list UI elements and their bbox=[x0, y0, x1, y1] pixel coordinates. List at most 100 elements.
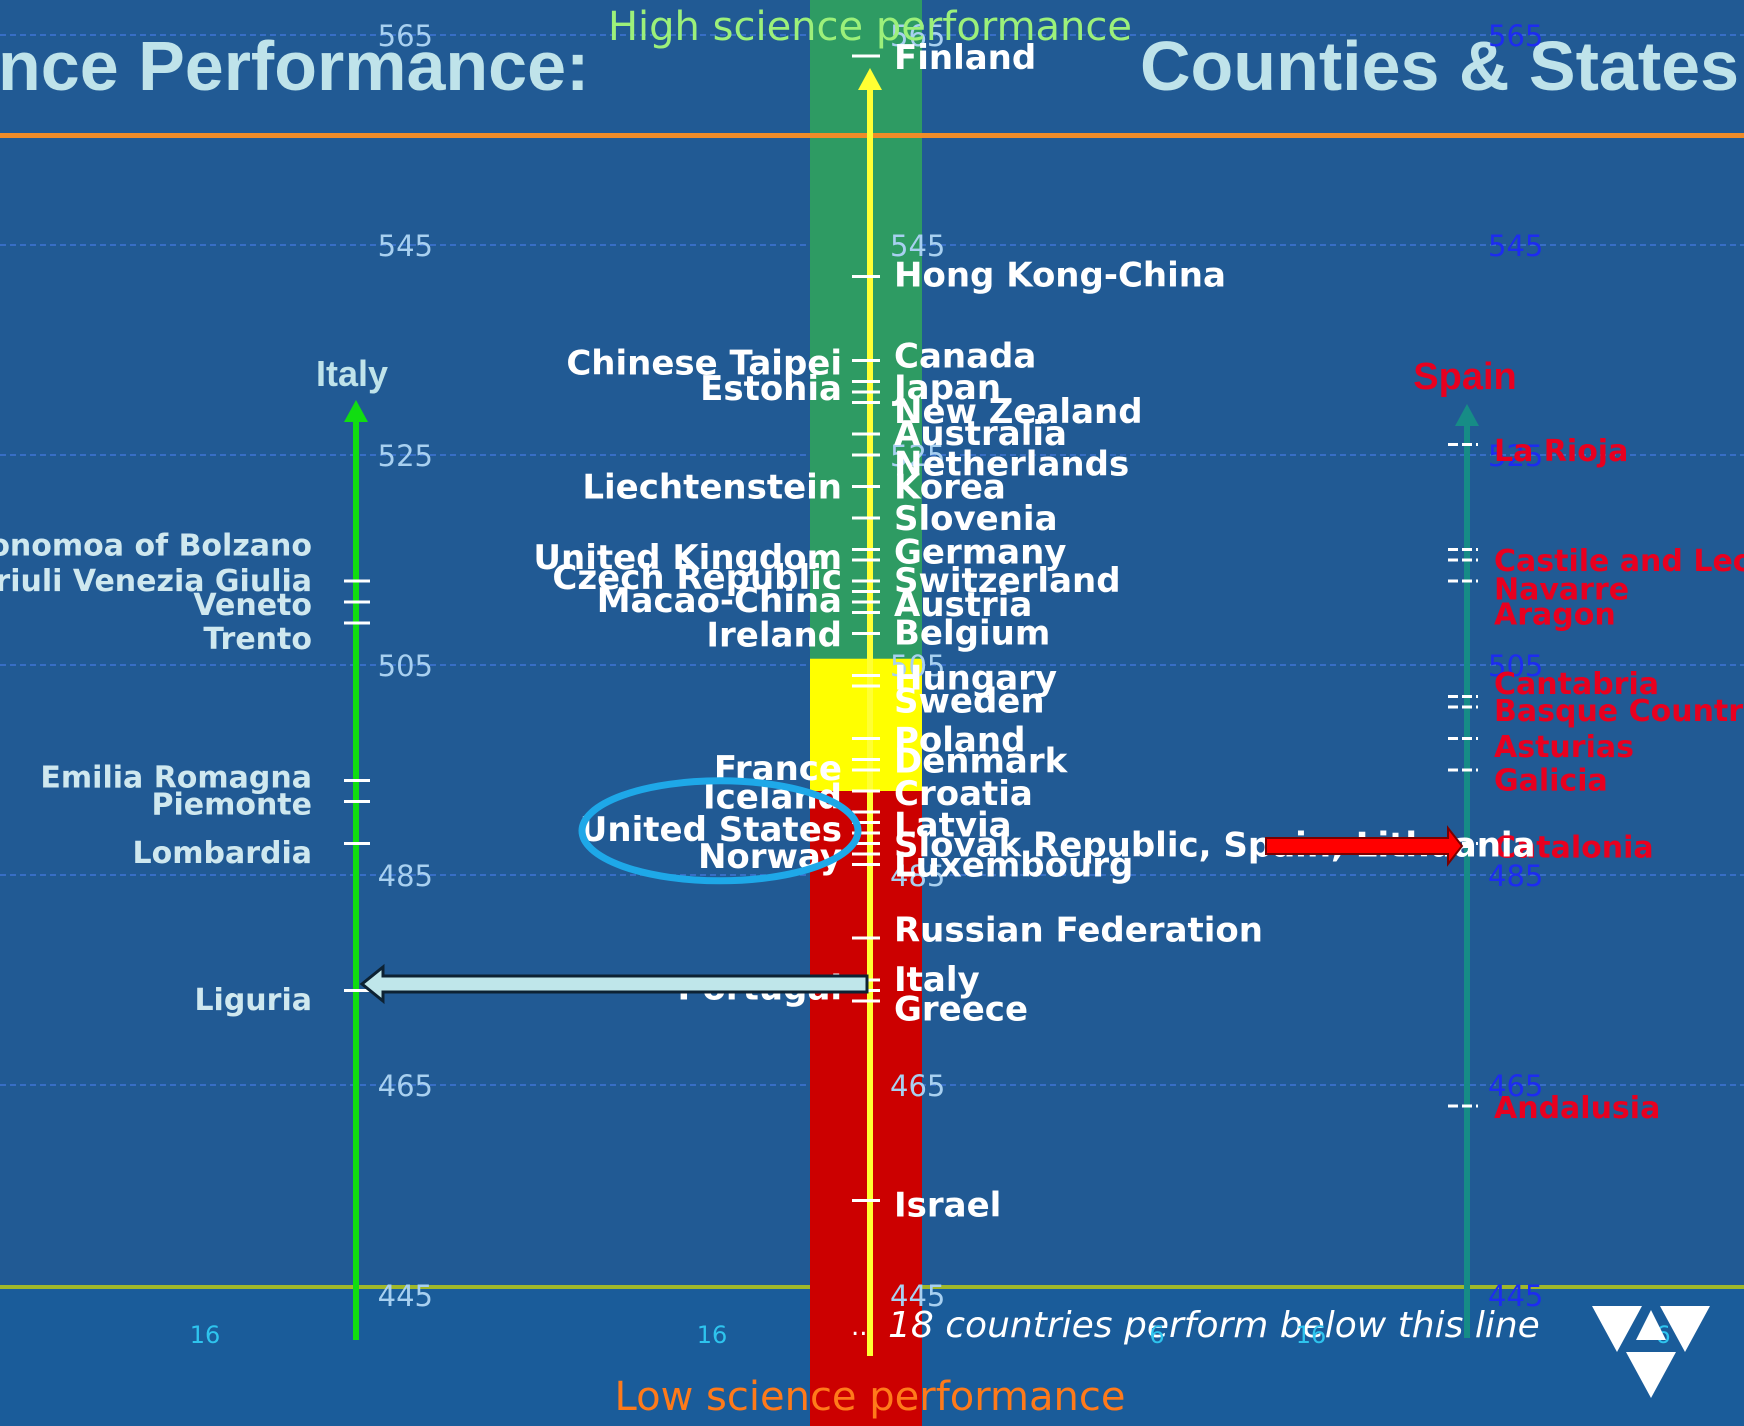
spain-region-label: Galicia bbox=[1494, 764, 1608, 799]
country-label: Russian Federation bbox=[894, 911, 1263, 951]
score-marks bbox=[344, 54, 1478, 1202]
country-label: Hong Kong-China bbox=[894, 255, 1226, 295]
country-label: Austria bbox=[894, 585, 1032, 625]
spain-region-label: Andalusia bbox=[1494, 1091, 1660, 1126]
triangles-logo-icon bbox=[1592, 1306, 1710, 1398]
performance-bands bbox=[810, 0, 922, 1426]
bottom-number: 16 bbox=[190, 1321, 221, 1349]
y-tick-center-485: 485 bbox=[890, 859, 945, 893]
italy-region-label: Liguria bbox=[194, 983, 312, 1018]
country-label: New Zealand bbox=[894, 392, 1143, 432]
spain-pointer-arrow bbox=[1265, 825, 1464, 867]
country-label: Croatia bbox=[894, 774, 1033, 814]
title-right: Counties & States bbox=[1140, 27, 1739, 105]
country-label: Belgium bbox=[894, 613, 1050, 653]
y-tick-italy-485: 485 bbox=[378, 859, 433, 893]
y-tick-center-525: 525 bbox=[890, 439, 945, 473]
country-label: Chinese Taipei bbox=[566, 344, 842, 384]
band-low_band bbox=[810, 791, 922, 1426]
center-axis-head bbox=[858, 68, 882, 90]
italy-axis-head bbox=[344, 400, 368, 422]
country-label: Sweden bbox=[894, 682, 1045, 722]
spain-region-label: Cantabria bbox=[1494, 667, 1659, 702]
country-label: United States bbox=[580, 810, 842, 850]
country-label: United Kingdom bbox=[533, 538, 842, 578]
y-tick-italy-505: 505 bbox=[378, 649, 433, 683]
footnote-prefix: .. bbox=[851, 1312, 868, 1342]
italy-region-label: Piemonte bbox=[151, 788, 312, 823]
country-label: Germany bbox=[894, 533, 1066, 573]
bottom-number: 16 bbox=[697, 1321, 728, 1349]
footnote: 18 countries perform below this line bbox=[888, 1305, 1540, 1346]
spain-region-label: Catalonia bbox=[1494, 831, 1654, 866]
spain-region-label: Navarre bbox=[1494, 572, 1629, 607]
y-tick-italy-545: 545 bbox=[378, 229, 433, 263]
bottom-number: 6 bbox=[1149, 1321, 1164, 1349]
bottom-number: 16 bbox=[1296, 1321, 1327, 1349]
italy-region-label: Veneto bbox=[193, 588, 312, 623]
country-label: Latvia bbox=[894, 806, 1012, 846]
spain-region-label: Castile and Leon bbox=[1494, 544, 1744, 579]
y-tick-spain-485: 485 bbox=[1488, 859, 1543, 893]
italy-region-label: Friuli Venezia Giulia bbox=[0, 564, 312, 599]
y-tick-italy-465: 465 bbox=[378, 1069, 433, 1103]
y-tick-spain-525: 525 bbox=[1488, 439, 1543, 473]
y-tick-italy-565: 565 bbox=[378, 19, 433, 53]
title-left: nce Performance: bbox=[0, 27, 589, 105]
country-label: Finland bbox=[894, 38, 1036, 78]
country-label: Macao-China bbox=[597, 581, 842, 621]
country-label: Israel bbox=[894, 1186, 1001, 1226]
y-tick-center-445: 445 bbox=[890, 1279, 945, 1313]
spain-region-label: La Rioja bbox=[1494, 434, 1628, 469]
country-label: Canada bbox=[894, 336, 1036, 376]
country-label: Estonia bbox=[700, 369, 842, 409]
spain-axis-head bbox=[1455, 404, 1479, 426]
y-tick-center-465: 465 bbox=[890, 1069, 945, 1103]
y-tick-spain-505: 505 bbox=[1488, 649, 1543, 683]
low-performance-label: Low science performance bbox=[615, 1374, 1126, 1420]
y-tick-center-545: 545 bbox=[890, 229, 945, 263]
y-tick-spain-545: 545 bbox=[1488, 229, 1543, 263]
country-label: Luxembourg bbox=[894, 846, 1133, 886]
italy-pointer-arrow bbox=[359, 963, 869, 1005]
country-label: Czech Republic bbox=[552, 558, 842, 598]
country-label: Korea bbox=[894, 468, 1006, 508]
country-label: Liechtenstein bbox=[582, 468, 842, 508]
y-tick-labels: 565 565 565 545 545 545 525 525 525 505 505 505 485 4… bbox=[378, 19, 1544, 1313]
italy-region-label: Emilia Romagna bbox=[40, 760, 312, 795]
bottom-numbers: 16166166 bbox=[190, 1321, 1671, 1349]
country-label: Denmark bbox=[894, 742, 1069, 782]
italy-region-label: Autonomoa of Bolzano bbox=[0, 528, 312, 563]
y-tick-italy-445: 445 bbox=[378, 1279, 433, 1313]
spain-region-label: Aragon bbox=[1494, 598, 1616, 633]
country-label: Netherlands bbox=[894, 444, 1129, 484]
country-label: Japan bbox=[892, 368, 1001, 408]
united-states-highlight-ellipse bbox=[578, 777, 862, 885]
axes bbox=[344, 68, 1479, 1356]
spain-region-label: Asturias bbox=[1494, 730, 1634, 765]
y-tick-spain-465: 465 bbox=[1488, 1069, 1543, 1103]
italy-region-label: Lombardia bbox=[132, 836, 312, 871]
country-label: Ireland bbox=[706, 616, 842, 656]
spain-region-label: Basque Country bbox=[1494, 694, 1744, 729]
y-tick-italy-525: 525 bbox=[378, 439, 433, 473]
y-tick-center-505: 505 bbox=[890, 649, 945, 683]
country-label: Switzerland bbox=[894, 561, 1121, 601]
country-label: Australia bbox=[894, 414, 1067, 454]
country-label: Norway bbox=[698, 837, 842, 877]
country-label: Poland bbox=[894, 721, 1025, 761]
y-tick-center-565: 565 bbox=[890, 19, 945, 53]
country-label: Slovenia bbox=[894, 499, 1058, 539]
country-label: Hungary bbox=[894, 659, 1057, 699]
italy-region-label: Trento bbox=[203, 622, 312, 657]
spain-axis-title: Spain bbox=[1413, 356, 1516, 398]
country-label: Italy bbox=[894, 960, 980, 1000]
italy-axis-title: Italy bbox=[316, 353, 388, 394]
y-tick-spain-445: 445 bbox=[1488, 1279, 1543, 1313]
high-performance-label: High science performance bbox=[608, 4, 1132, 50]
y-tick-spain-565: 565 bbox=[1488, 19, 1543, 53]
country-label: Greece bbox=[894, 989, 1028, 1029]
